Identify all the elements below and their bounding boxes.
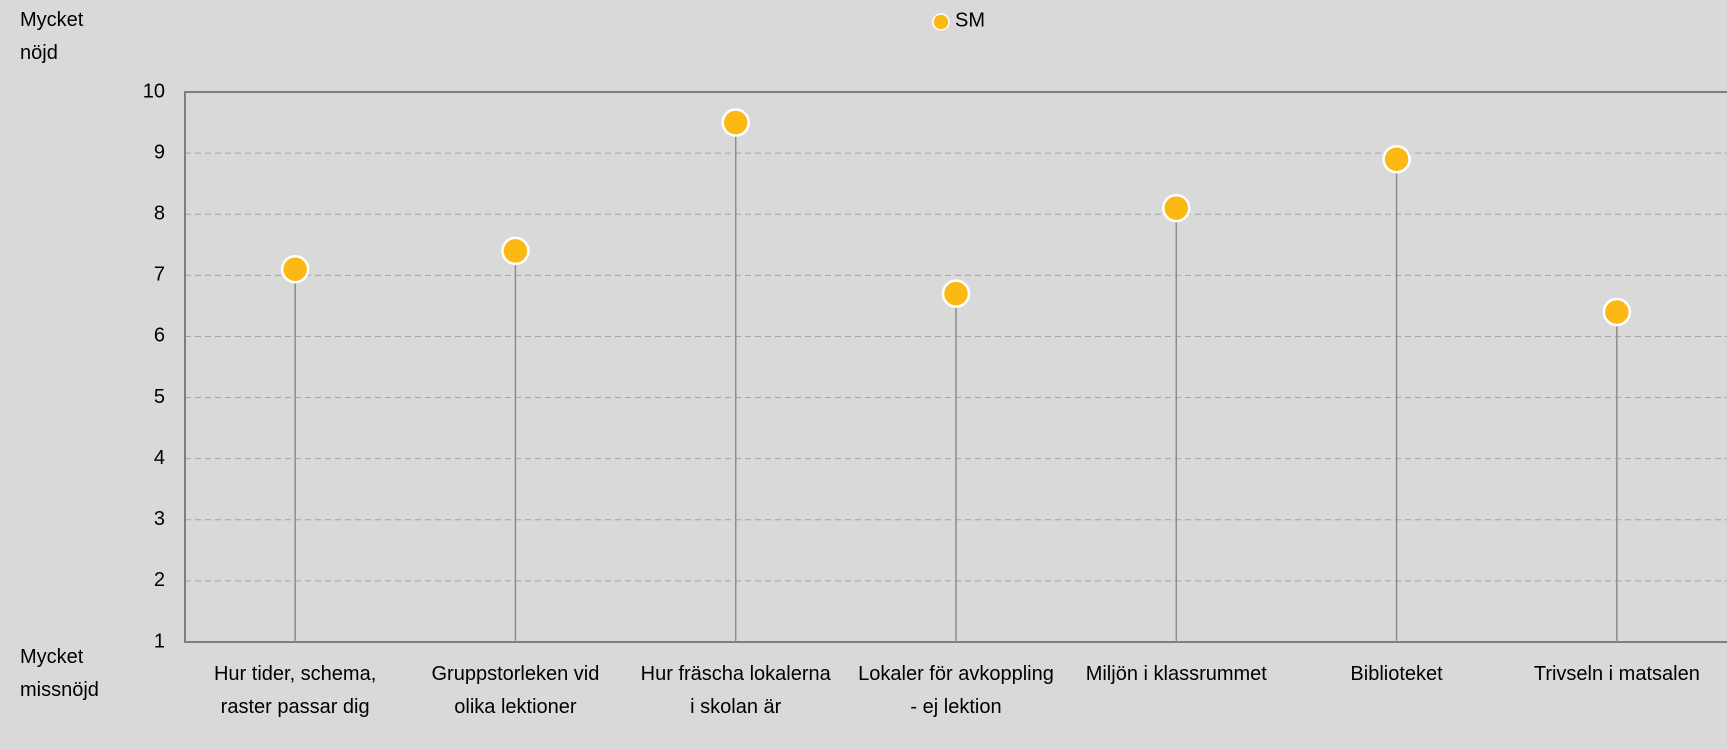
y-tick-label: 6 (154, 325, 165, 347)
plot-frame (184, 91, 1727, 643)
y-tick-label: 2 (154, 569, 165, 591)
x-tick-label: Lokaler för avkoppling - ej lektion (858, 663, 1054, 718)
dot (721, 108, 750, 137)
x-tick-label: Biblioteket (1350, 663, 1443, 685)
y-tick-label: 7 (154, 264, 165, 286)
x-tick-label: Trivseln i matsalen (1533, 663, 1700, 685)
top-annotation: Mycket nöjd (20, 9, 84, 64)
bottom-annotation: Mycket missnöjd (20, 646, 99, 701)
dot (280, 254, 310, 284)
y-tick-label: 10 (143, 80, 165, 102)
x-tick-label: Hur tider, schema, raster passar dig (213, 663, 377, 718)
dot (1602, 297, 1632, 327)
x-tick-label: Hur fräscha lokalerna i skolan är (640, 663, 831, 718)
y-tick-label: 4 (154, 447, 165, 469)
x-tick-label: Miljön i klassrummet (1085, 663, 1267, 685)
dot (1162, 193, 1191, 223)
y-tick-label: 5 (154, 386, 165, 408)
legend-label: SM (955, 9, 985, 31)
dot (1382, 144, 1411, 174)
dot (941, 279, 971, 308)
y-tick-label: 1 (154, 630, 165, 652)
dot (501, 236, 530, 266)
y-tick-label: 9 (154, 141, 165, 163)
legend-marker (932, 13, 950, 31)
y-tick-label: 8 (154, 203, 165, 225)
y-tick-label: 3 (154, 508, 165, 530)
x-tick-label: Gruppstorleken vid olika lektioner (431, 663, 600, 718)
